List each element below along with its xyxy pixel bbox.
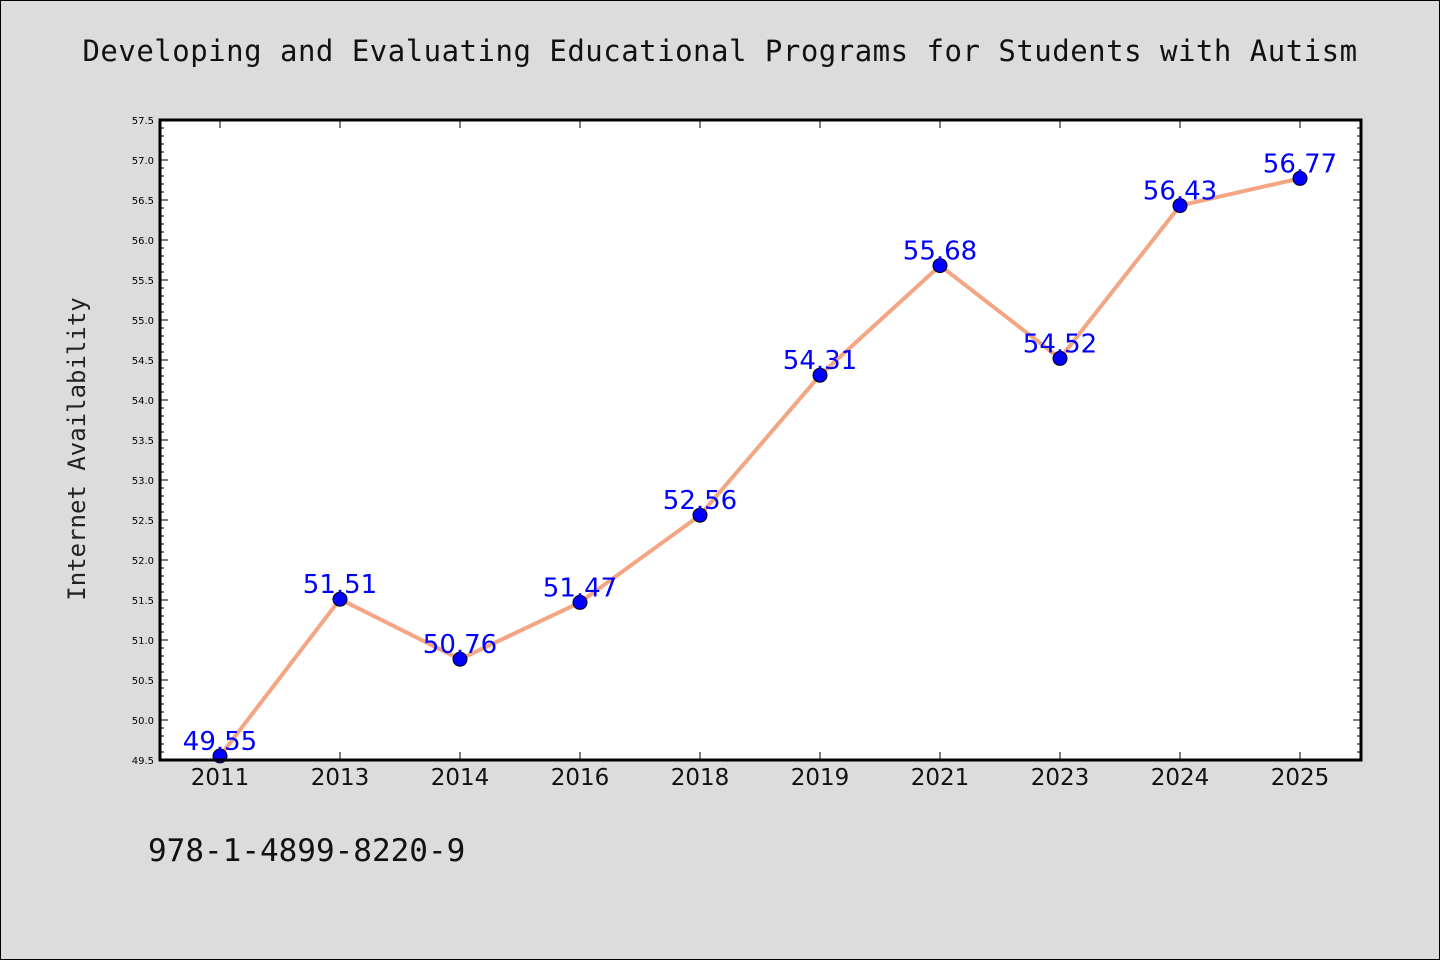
y-tick-label: 50.5 [132,676,154,687]
y-tick-label: 56.5 [132,196,154,207]
data-point [932,258,948,274]
y-tick-label: 54.5 [132,356,154,367]
x-tick-label: 2025 [1271,765,1330,791]
y-tick-label: 50.0 [132,716,154,727]
data-label: 54.31 [783,346,857,376]
y-tick-label: 53.0 [132,476,154,487]
series-line [218,176,1302,758]
data-point [572,594,588,610]
y-tick-label: 51.0 [132,636,154,647]
isbn-footnote: 978-1-4899-8220-9 [148,833,466,869]
x-tick-label: 2016 [551,765,610,791]
y-tick-label: 52.0 [132,556,154,567]
y-tick-label: 57.5 [132,116,154,127]
y-tick-label: 51.5 [132,596,154,607]
y-tick-label: 53.5 [132,436,154,447]
plot-border [158,118,1363,762]
data-label: 52.56 [663,486,737,516]
data-label: 51.51 [303,570,377,600]
y-tick-label: 49.5 [132,756,154,767]
y-tick-label: 55.0 [132,316,154,327]
x-tick-label: 2019 [791,765,850,791]
x-tick-label: 2023 [1031,765,1090,791]
data-label: 55.68 [903,237,977,267]
data-point [1172,198,1188,214]
y-tick-label: 55.5 [132,276,154,287]
y-tick-label: 56.0 [132,236,154,247]
data-point [812,367,828,383]
data-point [692,507,708,523]
y-tick-label: 54.0 [132,396,154,407]
data-point [1052,350,1068,366]
x-tick-label: 2014 [431,765,490,791]
x-tick-label: 2013 [311,765,370,791]
data-label: 51.47 [543,573,617,603]
data-label: 50.76 [423,630,497,660]
data-point [1292,170,1308,186]
data-label: 49.55 [183,727,257,757]
plot-area [160,120,1361,760]
x-tick-label: 2024 [1151,765,1210,791]
data-label: 56.43 [1143,177,1217,207]
x-tick-label: 2018 [671,765,730,791]
data-point [452,651,468,667]
chart-title: Developing and Evaluating Educational Pr… [82,34,1358,68]
y-tick-label: 57.0 [132,156,154,167]
data-point [332,591,348,607]
x-tick-label: 2021 [911,765,970,791]
y-tick-label: 52.5 [132,516,154,527]
x-tick-label: 2011 [191,765,250,791]
data-label: 54.52 [1023,329,1097,359]
data-label: 56.77 [1263,149,1337,179]
